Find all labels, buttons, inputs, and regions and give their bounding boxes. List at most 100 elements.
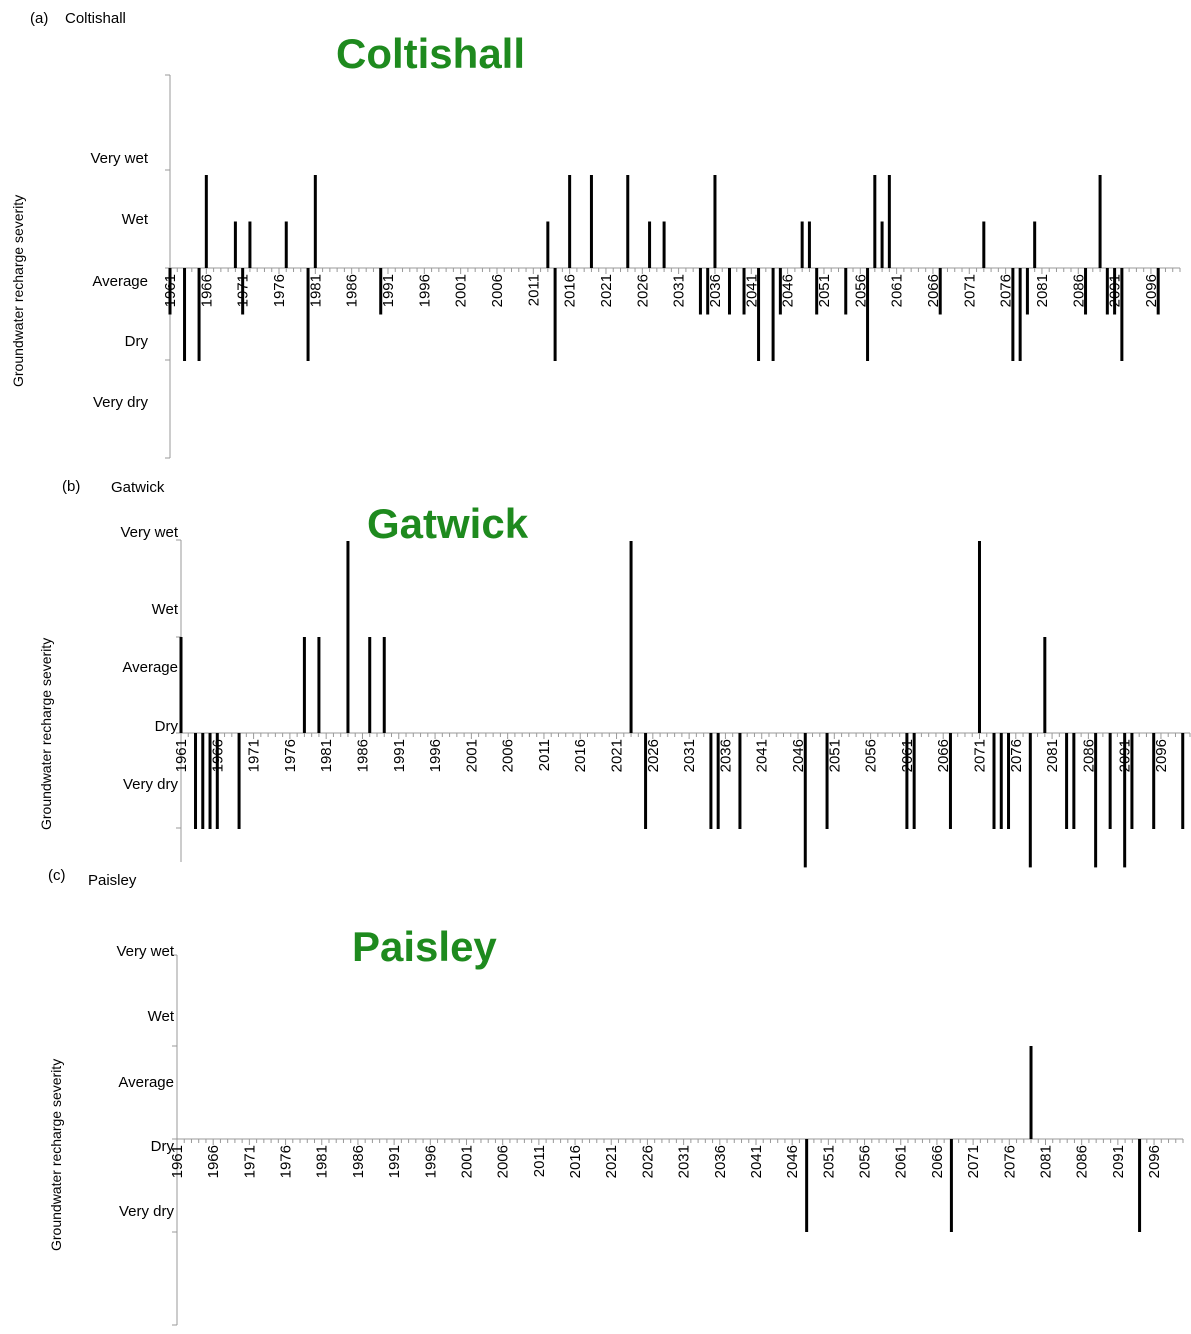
x-tick-label: 2016 xyxy=(562,274,579,307)
x-tick-label: 1981 xyxy=(307,274,324,307)
bar xyxy=(992,733,996,829)
x-tick-label: 2066 xyxy=(935,739,952,772)
x-tick-label: 1966 xyxy=(198,274,215,307)
x-tick-label: 2021 xyxy=(603,1145,620,1178)
bar xyxy=(626,175,630,268)
y-category-label: Dry xyxy=(151,1138,175,1155)
x-tick-label: 2036 xyxy=(712,1145,729,1178)
x-tick-label: 1976 xyxy=(271,274,288,307)
bar xyxy=(1098,175,1102,268)
bar xyxy=(194,733,198,829)
x-tick-label: 2041 xyxy=(748,1145,765,1178)
bar xyxy=(1072,733,1076,829)
bar xyxy=(589,175,593,268)
y-category-label: Very dry xyxy=(93,394,149,411)
x-tick-label: 2096 xyxy=(1153,739,1170,772)
x-tick-label: 2026 xyxy=(634,274,651,307)
x-tick-label: 2011 xyxy=(531,1145,548,1177)
bar xyxy=(241,268,245,315)
bar xyxy=(1105,268,1109,315)
bar xyxy=(698,268,702,315)
bar xyxy=(1181,733,1185,829)
bar xyxy=(1025,268,1029,315)
x-tick-label: 2006 xyxy=(495,1145,512,1178)
bar xyxy=(805,1139,809,1232)
x-tick-label: 2091 xyxy=(1110,1145,1127,1178)
bar xyxy=(742,268,746,315)
x-tick-label: 2001 xyxy=(458,1145,475,1178)
chart-title: Gatwick xyxy=(367,500,529,547)
bar xyxy=(938,268,942,315)
x-tick-label: 1961 xyxy=(162,274,179,307)
bar xyxy=(977,541,981,733)
bar xyxy=(1011,268,1015,361)
x-tick-label: 1981 xyxy=(318,739,335,772)
x-tick-label: 1986 xyxy=(354,739,371,772)
bar xyxy=(999,733,1003,829)
bar xyxy=(179,637,183,733)
y-category-label: Wet xyxy=(148,1008,175,1025)
x-tick-label: 1991 xyxy=(386,1145,403,1178)
bar xyxy=(208,733,212,829)
x-tick-label: 2041 xyxy=(754,739,771,772)
chart-svg: Very dry Dry Average Wet Very wet 1961 1966 197… xyxy=(90,74,1181,459)
panel-title: Coltishall xyxy=(65,10,126,27)
y-category-label: Very wet xyxy=(120,524,178,541)
x-tick-label: 2026 xyxy=(639,1145,656,1178)
x-tick-label: 2051 xyxy=(816,274,833,307)
x-tick-label: 2081 xyxy=(1034,274,1051,307)
chart-svg: Very dry Dry Average Wet Very wet 1961 1966 197… xyxy=(116,943,1184,1326)
x-tick-label: 1971 xyxy=(241,1145,258,1178)
bar xyxy=(368,637,372,733)
x-tick-label: 1996 xyxy=(416,274,433,307)
bar xyxy=(825,733,829,829)
bar xyxy=(248,221,252,268)
bar xyxy=(1130,733,1134,829)
x-tick-label: 2061 xyxy=(889,274,906,307)
bar xyxy=(757,268,761,361)
bar xyxy=(948,733,952,829)
x-tick-label: 2056 xyxy=(857,1145,874,1178)
bar xyxy=(800,221,804,268)
x-tick-label: 2096 xyxy=(1146,1145,1163,1178)
bar xyxy=(1113,268,1117,315)
bar xyxy=(716,733,720,829)
x-tick-label: 2001 xyxy=(463,739,480,772)
bar xyxy=(982,221,986,268)
bar xyxy=(346,541,350,733)
bar xyxy=(880,221,884,268)
x-tick-label: 2006 xyxy=(500,739,517,772)
x-tick-label: 2016 xyxy=(567,1145,584,1178)
bar xyxy=(662,221,666,268)
bar xyxy=(382,637,386,733)
bar xyxy=(197,268,201,361)
bar xyxy=(317,637,321,733)
bar xyxy=(168,268,172,315)
chart-panel-paisley: (c) Paisley Paisley Groundwater recharge… xyxy=(0,865,1191,1334)
bar xyxy=(887,175,891,268)
bar xyxy=(233,221,237,268)
bar xyxy=(912,733,916,829)
x-tick-label: 2086 xyxy=(1080,739,1097,772)
x-tick-label: 2036 xyxy=(707,274,724,307)
x-tick-label: 2066 xyxy=(929,1145,946,1178)
x-tick-label: 1976 xyxy=(278,1145,295,1178)
bar xyxy=(1065,733,1069,829)
bar xyxy=(1018,268,1022,361)
bar xyxy=(644,733,648,829)
bar xyxy=(1007,733,1011,829)
bar xyxy=(738,733,742,829)
y-category-label: Wet xyxy=(152,601,179,618)
bar xyxy=(1029,1046,1033,1139)
x-tick-label: 1986 xyxy=(350,1145,367,1178)
bar xyxy=(237,733,241,829)
x-tick-label: 2046 xyxy=(780,274,797,307)
x-tick-label: 1961 xyxy=(169,1145,186,1178)
bar xyxy=(873,175,877,268)
bar xyxy=(1094,733,1098,868)
chart-panel-gatwick: (b) Gatwick Gatwick Groundwater recharge… xyxy=(0,470,1191,868)
x-tick-label: 2051 xyxy=(826,739,843,772)
x-tick-label: 1986 xyxy=(344,274,361,307)
x-tick-label: 2056 xyxy=(863,739,880,772)
x-tick-label: 2076 xyxy=(1001,1145,1018,1178)
